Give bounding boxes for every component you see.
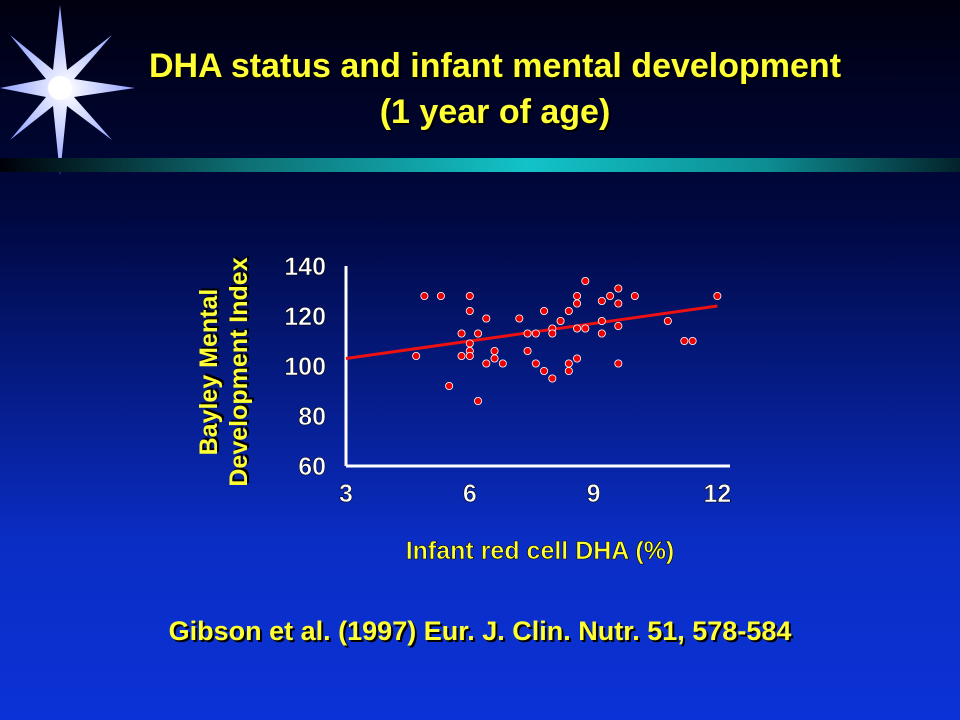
data-point — [436, 292, 445, 301]
data-point — [474, 396, 483, 405]
citation: Gibson et al. (1997) Eur. J. Clin. Nutr.… — [168, 616, 792, 646]
data-point — [465, 292, 474, 301]
slide-subtitle: (1 year of age) — [379, 93, 611, 131]
data-point — [540, 366, 549, 375]
data-point — [680, 337, 689, 346]
data-point — [564, 307, 573, 316]
data-point — [412, 352, 421, 361]
y-tick-label: 60 — [298, 453, 326, 481]
x-axis-label: Infant red cell DHA (%) — [406, 537, 675, 565]
data-point — [556, 317, 565, 326]
data-point — [523, 329, 532, 338]
trend-line — [345, 304, 718, 360]
data-point — [573, 292, 582, 301]
data-point — [482, 314, 491, 323]
y-tick-label: 80 — [298, 403, 326, 431]
data-point — [688, 337, 697, 346]
x-tick-label: 12 — [703, 480, 731, 508]
y-tick-label: 140 — [284, 253, 326, 281]
data-point — [457, 352, 466, 361]
data-point — [531, 359, 540, 368]
y-axis-label-line2: Development Index — [225, 257, 253, 487]
data-point — [457, 329, 466, 338]
data-point — [573, 354, 582, 363]
y-axis-label-line1: Bayley Mental — [195, 288, 223, 456]
data-point — [606, 292, 615, 301]
data-point — [663, 317, 672, 326]
scatter-chart: 60 80 100 120 140 3 6 9 12 Infant red cell DHA (%… — [284, 253, 732, 566]
data-point — [564, 366, 573, 375]
data-point — [482, 359, 491, 368]
y-axis-label: Bayley Mental Development Index — [194, 212, 254, 532]
data-point — [614, 299, 623, 308]
data-point — [548, 374, 557, 383]
data-point — [713, 292, 722, 301]
data-point — [474, 329, 483, 338]
x-tick-label: 9 — [587, 480, 601, 508]
data-point — [614, 322, 623, 331]
data-point — [531, 329, 540, 338]
data-point — [420, 292, 429, 301]
data-point — [498, 359, 507, 368]
data-point — [597, 329, 606, 338]
x-tick-label: 3 — [339, 480, 353, 508]
data-point — [540, 307, 549, 316]
data-point — [465, 307, 474, 316]
data-point — [597, 297, 606, 306]
data-point — [548, 329, 557, 338]
data-point — [630, 292, 639, 301]
data-point — [573, 299, 582, 308]
data-point — [573, 324, 582, 333]
title-divider — [0, 158, 960, 172]
slide-title: DHA status and infant mental development — [148, 47, 842, 85]
y-tick-label: 120 — [284, 303, 326, 331]
x-tick-label: 6 — [463, 480, 477, 508]
data-point — [581, 277, 590, 286]
data-point — [581, 324, 590, 333]
data-point — [597, 317, 606, 326]
data-point — [523, 347, 532, 356]
data-point — [564, 359, 573, 368]
data-point — [614, 284, 623, 293]
data-point — [490, 354, 499, 363]
y-tick-label: 100 — [284, 353, 326, 381]
data-point — [445, 381, 454, 390]
data-point — [465, 352, 474, 361]
data-point — [614, 359, 623, 368]
starburst-decoration — [0, 5, 135, 175]
data-point — [465, 339, 474, 348]
data-point — [490, 347, 499, 356]
data-point — [515, 314, 524, 323]
